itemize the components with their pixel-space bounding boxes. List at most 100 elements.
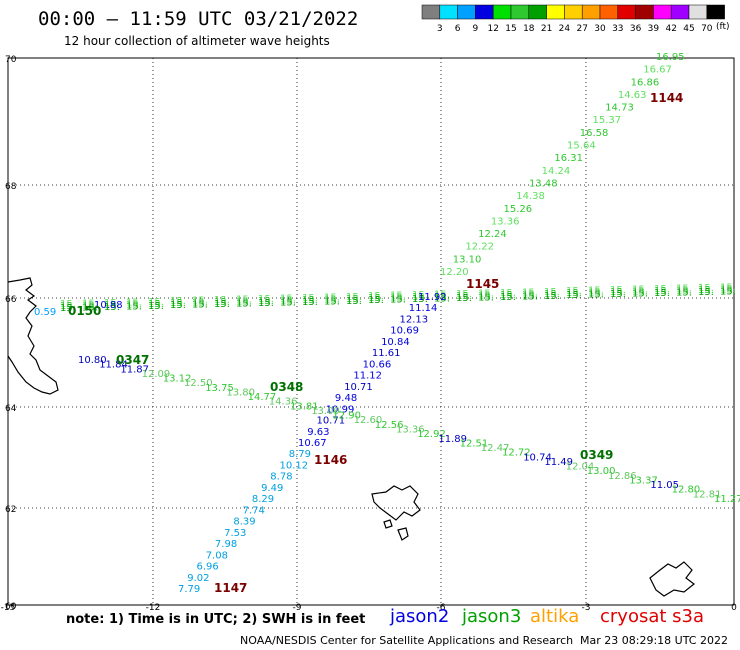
track-mark: 15.	[566, 288, 582, 299]
wave-height-label: 16.67	[643, 65, 672, 76]
lon-tick-label: 0	[731, 603, 737, 613]
track-mark: 15.	[368, 291, 384, 302]
norway-coastline	[649, 561, 695, 597]
wave-height-label: 8.39	[233, 517, 255, 528]
wave-height-label: 13.10	[453, 254, 482, 265]
legend-value: 45	[683, 24, 694, 34]
wave-height-label: 13.12	[163, 374, 192, 385]
legend-value: 42	[665, 24, 676, 34]
legend-value: 39	[648, 24, 660, 34]
legend-swatch	[581, 4, 601, 20]
wave-height-label: 14.38	[516, 191, 545, 202]
track-mark: 15.	[698, 285, 714, 296]
time-label: 1145	[466, 277, 499, 291]
track-mark: 15.	[698, 283, 714, 294]
legend-value: 21	[541, 24, 552, 34]
track-mark: 15.	[346, 294, 362, 305]
wave-height-label: 16.95	[656, 52, 685, 63]
wave-height-label: 7.08	[206, 550, 228, 561]
time-label: 1147	[214, 581, 247, 595]
legend-swatch	[439, 4, 458, 20]
wave-height-label: 14.36	[269, 397, 298, 408]
wave-height-label: 9.02	[187, 573, 209, 584]
wave-height-label: 13.00	[587, 466, 616, 477]
wave-height-label: 10.99	[326, 404, 355, 415]
wave-height-label: 11.05	[650, 480, 679, 491]
wave-height-label: 12.09	[142, 369, 171, 380]
legend-value: 18	[523, 24, 535, 34]
track-mark: 15.	[368, 295, 384, 306]
wave-height-label: 12.92	[417, 429, 446, 440]
lat-tick-label: 68	[5, 182, 17, 192]
track-mark: 15.	[258, 296, 274, 307]
map-subtitle: 12 hour collection of altimeter wave hei…	[64, 34, 330, 48]
wave-height-label: 9.48	[335, 393, 357, 404]
track-mark: 15.	[60, 299, 76, 310]
wave-height-label: 15.37	[592, 115, 621, 126]
legend-swatch	[670, 4, 690, 20]
axis-tick-labels: 70 68 66 64 62 60-15 -12 -9 -6 -3 0	[1, 55, 737, 613]
track-mark: 15.	[82, 298, 98, 309]
track-mark: 15.	[522, 287, 538, 298]
legend-value: 24	[559, 24, 571, 34]
track-mark: 15.	[522, 289, 538, 300]
wave-height-label: 11.89	[438, 434, 467, 445]
time-label: 1146	[314, 453, 347, 467]
track-mark: 15.	[192, 298, 208, 309]
time-label: 1144	[650, 91, 683, 105]
wave-height-label: 14.63	[618, 90, 647, 101]
lat-tick-label: 62	[5, 505, 16, 515]
wave-height-label: 11.12	[353, 371, 382, 382]
track-mark: 15.	[654, 284, 670, 295]
track-mark: 15.	[368, 293, 384, 304]
track-mark: 15.	[236, 295, 252, 306]
legend-jason2: jason2	[390, 606, 450, 627]
track-mark: 15.	[588, 288, 604, 299]
track-mark: 15.	[170, 298, 186, 309]
track-mark: 15.	[566, 290, 582, 301]
track-mark: 15.	[148, 297, 164, 308]
wave-height-label: 12.81	[693, 489, 722, 500]
track-mark: 15.	[478, 290, 494, 301]
track-mark: 15.	[126, 301, 142, 312]
track-mark: 15.	[126, 299, 142, 310]
lat-tick-label: 60	[5, 602, 17, 612]
track-mark: 15.	[456, 289, 472, 300]
wave-height-label: 12.22	[465, 242, 494, 253]
track-mark: 15.	[610, 285, 626, 296]
wave-height-label: 12.24	[478, 229, 507, 240]
wave-height-label: 10.12	[280, 460, 309, 471]
altimeter-tracks: 15. 15. 15. 15. 15. 15. 15. 15. 15. 15. 15. 15. 15. 1…	[60, 282, 736, 314]
track-mark: 15.	[500, 292, 516, 303]
track-mark: 15.	[192, 296, 208, 307]
track-mark: 15.	[544, 287, 560, 298]
wave-height-label: 6.96	[196, 562, 218, 573]
track-mark: 15.	[170, 300, 186, 311]
legend-swatch	[617, 4, 636, 20]
track-mark: 15.	[434, 290, 450, 301]
track-mark: 15.	[280, 297, 296, 308]
track-mark: 15.	[148, 299, 164, 310]
track-mark: 15.	[698, 287, 714, 298]
track-mark: 15.	[214, 299, 230, 310]
wave-height-label: 8.29	[252, 494, 274, 505]
track-mark: 15.	[566, 286, 582, 297]
legend-value: 3	[437, 24, 443, 34]
legend-swatch	[510, 4, 530, 20]
wave-height-label: 15.26	[504, 204, 533, 215]
track-mark: 15.	[104, 302, 120, 313]
track-mark: 15.	[346, 292, 362, 303]
wave-height-label: 7.98	[215, 539, 237, 550]
wave-height-label: 10.69	[390, 326, 419, 337]
wave-height-label: 12.47	[481, 443, 510, 454]
wave-height-label: 13.36	[491, 216, 520, 227]
color-scale-legend: 3 6 9 12 15 18 21 24 27 30 33 36 39 42 45 70	[421, 4, 725, 34]
wave-height-label: 9.63	[307, 427, 329, 438]
wave-height-label: 12.60	[354, 415, 383, 426]
track-mark: 15.	[192, 300, 208, 311]
track-mark: 15.	[302, 295, 318, 306]
wave-height-label: 0.59	[34, 307, 56, 318]
wave-height-label: 12.51	[460, 438, 489, 449]
track-mark: 15.	[544, 291, 560, 302]
wave-height-label: 14.77	[248, 392, 277, 403]
